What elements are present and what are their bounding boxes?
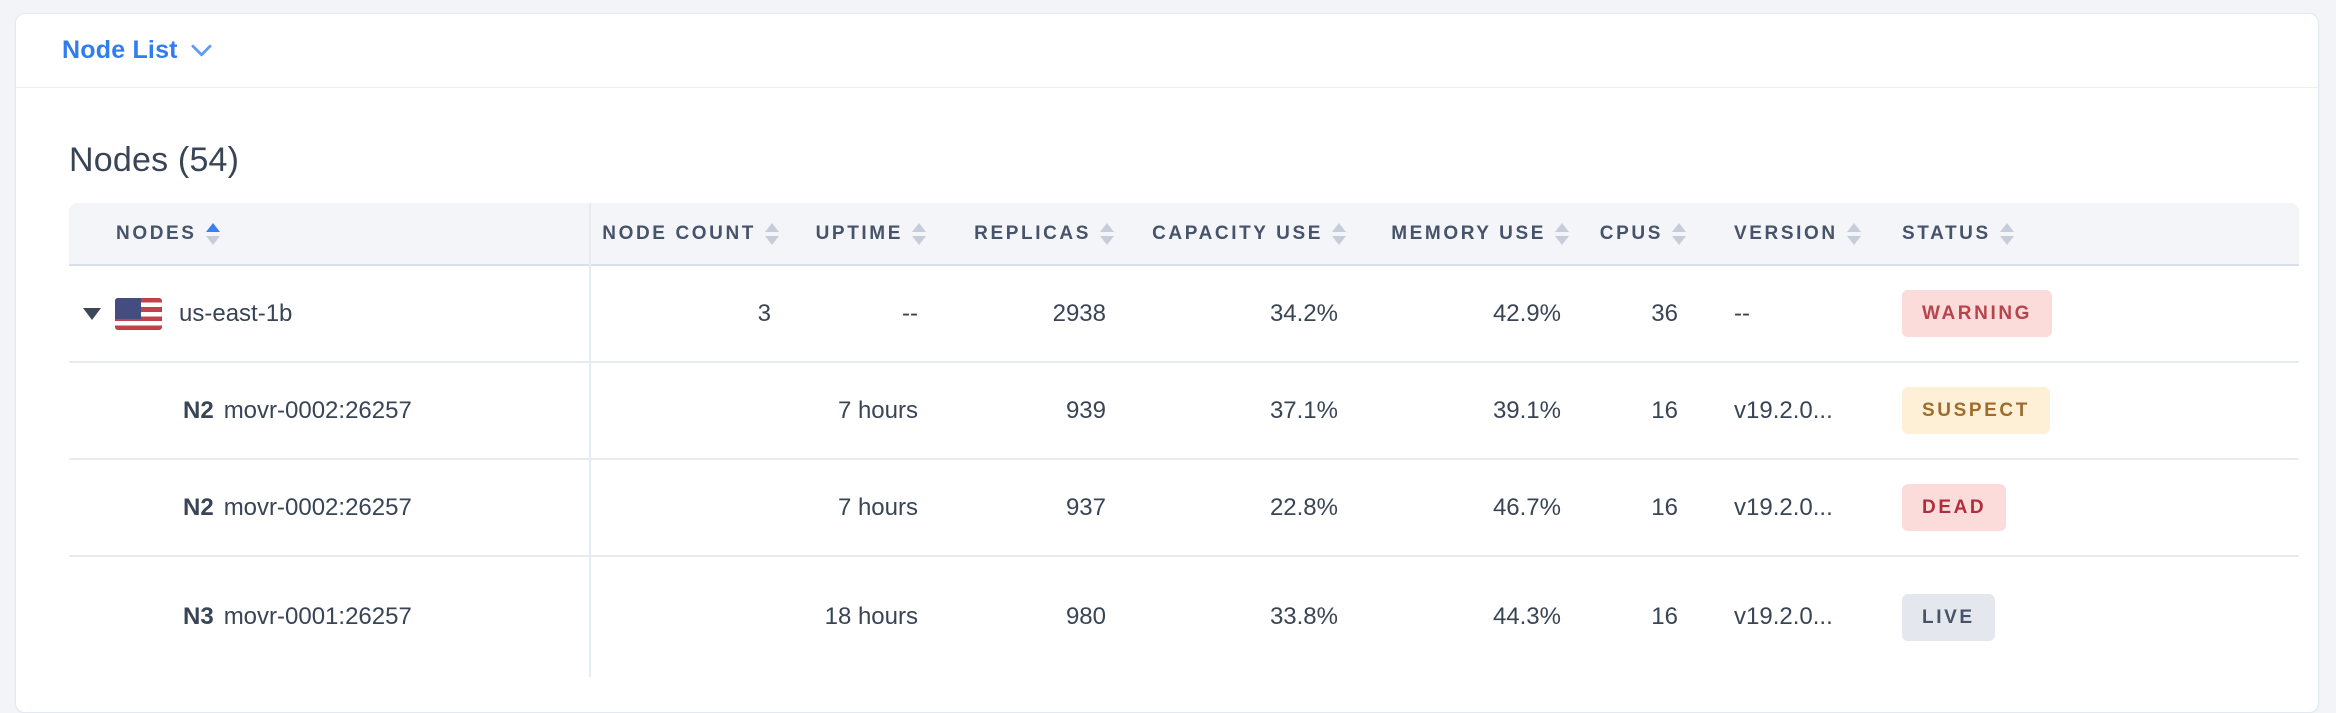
column-label: VERSION: [1734, 222, 1838, 244]
status-cell: SUSPECT: [1881, 363, 2299, 458]
table-row-node[interactable]: N2 movr-0002:26257 7 hours 937 22.8% 46.…: [69, 460, 2299, 557]
column-divider: [589, 203, 591, 677]
cpus-cell: 16: [1651, 396, 1678, 424]
status-cell: LIVE: [1881, 557, 2299, 677]
status-cell: DEAD: [1881, 460, 2299, 555]
sort-icon[interactable]: [1672, 222, 1686, 245]
column-header-memory-use[interactable]: MEMORY USE: [1368, 203, 1591, 264]
sort-icon[interactable]: [1846, 222, 1861, 245]
uptime-cell: 7 hours: [837, 493, 918, 521]
memory-use-cell: 44.3%: [1492, 603, 1561, 630]
region-cell: us-east-1b: [69, 266, 589, 361]
node-name-cell: N3 movr-0001:26257: [69, 557, 589, 677]
replicas-cell: 937: [1065, 493, 1106, 521]
capacity-use-cell: 22.8%: [1269, 493, 1338, 521]
node-count-cell: [589, 363, 801, 458]
region-name: us-east-1b: [179, 299, 293, 327]
memory-use-cell: 46.7%: [1492, 493, 1561, 521]
status-badge: LIVE: [1902, 593, 1995, 641]
column-header-node-count[interactable]: NODE COUNT: [589, 203, 801, 264]
replicas-cell: 2938: [1052, 299, 1106, 327]
table-header-row: NODES NODE COUNT UPTIME REPLICAS CAPACIT…: [69, 203, 2299, 266]
column-header-replicas[interactable]: REPLICAS: [948, 203, 1136, 264]
cpus-cell: 16: [1651, 493, 1678, 521]
card-body: Nodes (54) NODES NODE COUNT UPTIME REPLI…: [16, 138, 2318, 677]
page-toolbar: Node List: [16, 14, 2318, 88]
node-address: movr-0002:26257: [223, 493, 412, 521]
replicas-cell: 980: [1065, 603, 1106, 630]
node-address: movr-0002:26257: [223, 396, 412, 424]
column-header-status[interactable]: STATUS: [1881, 203, 2299, 264]
view-selector-dropdown[interactable]: Node List: [62, 35, 212, 65]
node-count-cell: [589, 557, 801, 677]
cpus-cell: 16: [1651, 603, 1678, 630]
column-label: CPUS: [1599, 222, 1663, 244]
sort-icon[interactable]: [912, 222, 926, 245]
view-selector-label: Node List: [62, 36, 178, 64]
column-label: MEMORY USE: [1391, 222, 1546, 244]
capacity-use-cell: 34.2%: [1269, 299, 1338, 327]
capacity-use-cell: 37.1%: [1269, 396, 1338, 424]
version-cell: v19.2.0...: [1734, 603, 1833, 630]
column-header-capacity-use[interactable]: CAPACITY USE: [1136, 203, 1368, 264]
node-name-cell: N2 movr-0002:26257: [69, 460, 589, 555]
sort-icon[interactable]: [1332, 222, 1346, 245]
sort-icon[interactable]: [1999, 222, 2014, 245]
us-flag-icon: [115, 297, 162, 330]
replicas-cell: 939: [1065, 396, 1106, 424]
column-header-nodes[interactable]: NODES: [69, 203, 589, 264]
node-count-cell: 3: [757, 299, 771, 327]
column-label: REPLICAS: [974, 222, 1091, 244]
sort-icon[interactable]: [1100, 222, 1114, 245]
sort-icon[interactable]: [205, 222, 220, 245]
version-cell: v19.2.0...: [1734, 396, 1833, 424]
column-label: STATUS: [1902, 222, 1991, 244]
node-count-cell: [589, 460, 801, 555]
version-cell: v19.2.0...: [1734, 493, 1833, 521]
column-label: UPTIME: [815, 222, 903, 244]
memory-use-cell: 42.9%: [1492, 299, 1561, 327]
capacity-use-cell: 33.8%: [1269, 603, 1338, 630]
status-cell: WARNING: [1881, 266, 2299, 361]
uptime-cell: 18 hours: [824, 603, 918, 630]
version-cell: --: [1734, 299, 1750, 327]
cpus-cell: 36: [1651, 299, 1678, 327]
sort-icon[interactable]: [765, 222, 779, 245]
column-label: CAPACITY USE: [1152, 222, 1323, 244]
table-body: us-east-1b 3 -- 2938 34.2% 42.9% 36 -- W…: [69, 266, 2299, 677]
table-row-node[interactable]: N3 movr-0001:26257 18 hours 980 33.8% 44…: [69, 557, 2299, 677]
table-row-region[interactable]: us-east-1b 3 -- 2938 34.2% 42.9% 36 -- W…: [69, 266, 2299, 363]
column-header-cpus[interactable]: CPUS: [1591, 203, 1708, 264]
column-header-version[interactable]: VERSION: [1708, 203, 1881, 264]
node-address: movr-0001:26257: [223, 603, 412, 630]
expand-caret-icon[interactable]: [83, 307, 101, 320]
column-label: NODE COUNT: [602, 222, 756, 244]
chevron-down-icon: [190, 35, 212, 57]
table-row-node[interactable]: N2 movr-0002:26257 7 hours 939 37.1% 39.…: [69, 363, 2299, 460]
uptime-cell: 7 hours: [837, 396, 918, 424]
page-title: Nodes (54): [69, 141, 240, 179]
nodes-table: NODES NODE COUNT UPTIME REPLICAS CAPACIT…: [69, 203, 2299, 677]
column-label: NODES: [116, 222, 197, 244]
status-badge: WARNING: [1902, 290, 2053, 337]
node-id: N2: [183, 396, 214, 424]
node-name-cell: N2 movr-0002:26257: [69, 363, 589, 458]
status-badge: SUSPECT: [1902, 387, 2050, 434]
node-id: N3: [183, 603, 214, 630]
sort-icon[interactable]: [1555, 222, 1569, 245]
status-badge: DEAD: [1902, 484, 2007, 531]
uptime-cell: --: [902, 299, 918, 327]
column-header-uptime[interactable]: UPTIME: [801, 203, 948, 264]
node-list-card: Node List Nodes (54) NODES NODE COUNT UP…: [15, 13, 2319, 713]
node-id: N2: [183, 493, 214, 521]
memory-use-cell: 39.1%: [1492, 396, 1561, 424]
